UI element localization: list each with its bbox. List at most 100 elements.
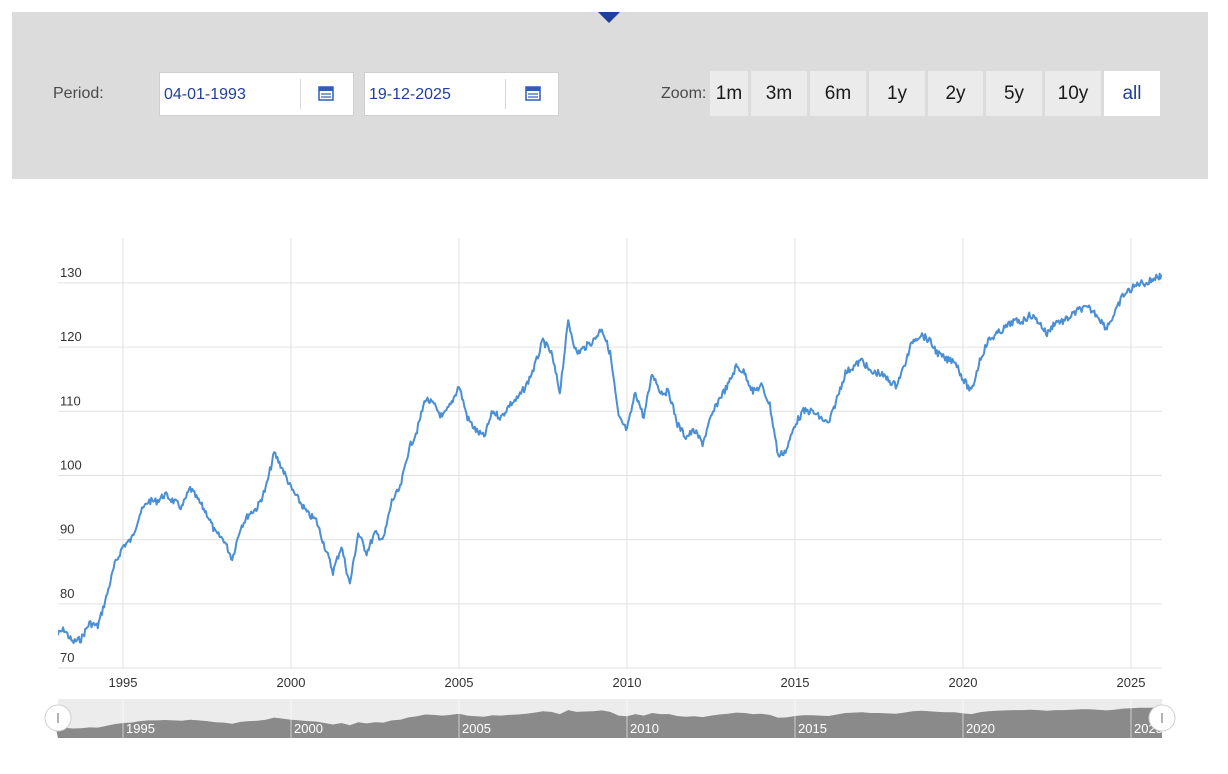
data-point — [163, 493, 167, 497]
data-point — [331, 570, 335, 574]
data-point — [255, 506, 259, 510]
data-point — [1146, 281, 1150, 285]
data-point — [743, 371, 747, 375]
data-point — [625, 429, 629, 433]
data-point — [96, 624, 100, 628]
navigator-tick-label: 2010 — [630, 721, 659, 736]
data-point — [247, 512, 251, 516]
data-point — [499, 416, 503, 420]
zoom-2y-button[interactable]: 2y — [928, 71, 983, 116]
data-point — [71, 640, 75, 644]
end-date-value[interactable]: 19-12-2025 — [369, 86, 451, 103]
data-point — [281, 467, 285, 471]
zoom-5y-button[interactable]: 5y — [986, 71, 1042, 116]
data-point — [373, 531, 377, 535]
data-point — [432, 403, 436, 407]
zoom-1m-button[interactable]: 1m — [710, 71, 748, 116]
data-point — [986, 339, 990, 343]
data-point — [709, 416, 713, 420]
data-point — [1095, 313, 1099, 317]
data-point — [289, 486, 293, 490]
data-point — [877, 371, 881, 375]
data-point — [734, 364, 738, 368]
data-point — [339, 544, 343, 548]
data-point — [423, 396, 427, 400]
data-point — [633, 390, 637, 394]
data-point — [306, 512, 310, 516]
data-point — [356, 531, 360, 535]
x-tick-label: 1995 — [109, 675, 138, 690]
data-point — [1028, 313, 1032, 317]
data-point — [104, 595, 108, 599]
data-point — [575, 352, 579, 356]
y-tick-label: 70 — [60, 650, 74, 665]
data-point — [297, 499, 301, 503]
data-point — [516, 396, 520, 400]
x-tick-label: 2020 — [949, 675, 978, 690]
zoom-10y-button[interactable]: 10y — [1045, 71, 1101, 116]
data-point — [1011, 319, 1015, 323]
data-point — [818, 416, 822, 420]
zoom-1y-button[interactable]: 1y — [869, 71, 925, 116]
y-tick-label: 90 — [60, 522, 74, 537]
data-point — [1160, 275, 1164, 279]
data-point — [113, 563, 117, 567]
data-point — [79, 637, 83, 641]
data-point — [617, 416, 621, 420]
data-point — [1129, 287, 1133, 291]
data-point — [566, 319, 570, 323]
data-point — [54, 634, 58, 638]
date-field-divider — [505, 79, 506, 109]
x-tick-label: 2010 — [613, 675, 642, 690]
data-point — [591, 339, 595, 343]
data-point — [843, 371, 847, 375]
data-point — [785, 448, 789, 452]
data-point — [264, 486, 268, 490]
data-point — [457, 384, 461, 388]
data-point — [62, 628, 66, 632]
data-point — [465, 416, 469, 420]
data-point — [675, 422, 679, 426]
data-point — [701, 441, 705, 445]
data-point — [919, 332, 923, 336]
data-point — [583, 345, 587, 349]
data-point — [146, 499, 150, 503]
data-point — [491, 409, 495, 413]
data-point — [507, 403, 511, 407]
start-date-field[interactable]: 04-01-1993 — [159, 72, 354, 116]
navigator-tick-label: 2005 — [462, 721, 491, 736]
data-point — [642, 416, 646, 420]
price-series-line — [58, 272, 1162, 645]
data-point — [902, 364, 906, 368]
data-point — [197, 499, 201, 503]
data-point — [348, 583, 352, 587]
data-point — [222, 538, 226, 542]
data-point — [230, 557, 234, 561]
data-point — [381, 538, 385, 542]
zoom-all-button[interactable]: all — [1104, 71, 1160, 116]
data-point — [365, 551, 369, 555]
end-date-field[interactable]: 19-12-2025 — [364, 72, 559, 116]
data-point — [978, 358, 982, 362]
data-point — [1104, 326, 1108, 330]
data-point — [961, 377, 965, 381]
data-point — [558, 390, 562, 394]
data-point — [608, 352, 612, 356]
data-point — [717, 396, 721, 400]
data-point — [541, 339, 545, 343]
zoom-6m-button[interactable]: 6m — [810, 71, 866, 116]
data-point — [659, 390, 663, 394]
start-date-value[interactable]: 04-01-1993 — [164, 86, 246, 103]
data-point — [1062, 319, 1066, 323]
data-point — [1045, 332, 1049, 336]
calendar-icon[interactable] — [525, 85, 541, 101]
data-point — [1121, 294, 1125, 298]
data-point — [885, 377, 889, 381]
data-point — [1087, 307, 1091, 311]
collapse-caret-icon[interactable] — [598, 12, 620, 23]
y-tick-label: 100 — [60, 457, 82, 472]
zoom-3m-button[interactable]: 3m — [751, 71, 807, 116]
data-point — [776, 454, 780, 458]
calendar-icon[interactable] — [318, 85, 334, 101]
